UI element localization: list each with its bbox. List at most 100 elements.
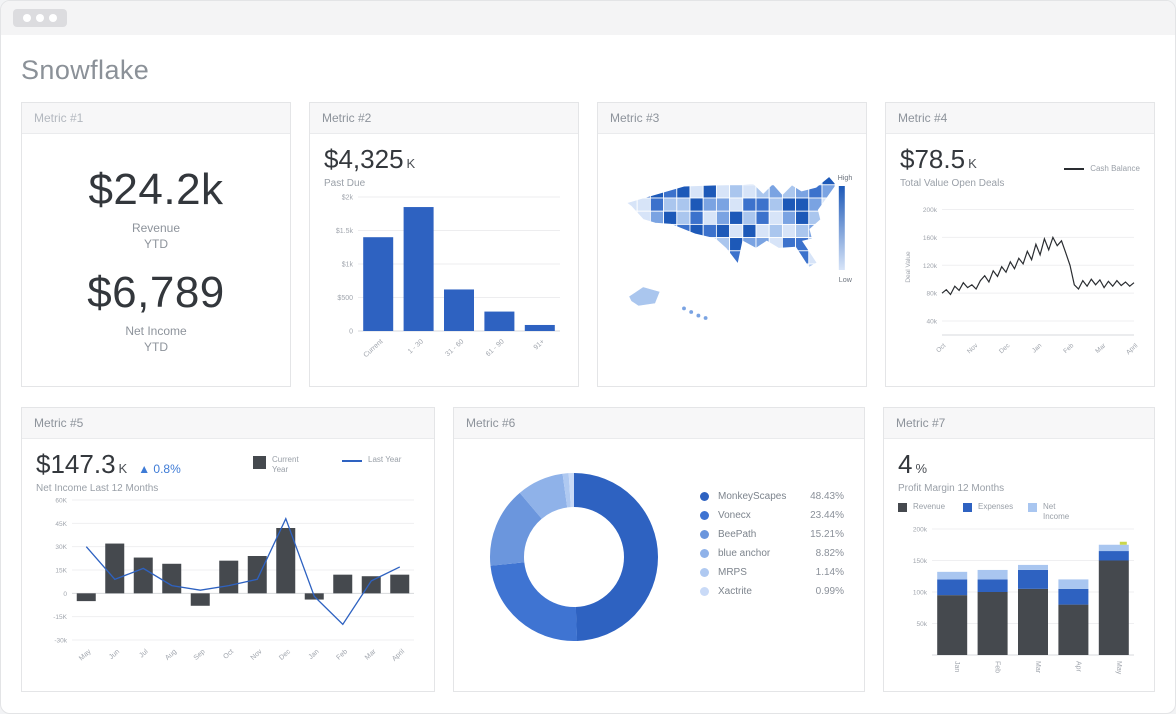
legend-value: 0.99% [815, 586, 844, 597]
card-metric-2-title: Metric #2 [310, 103, 578, 134]
open-deals-kpi: $78.5 K Total Value Open Deals [900, 144, 1004, 189]
card-metric-1[interactable]: Metric #1 $24.2k Revenue YTD $6,789 Net … [21, 102, 291, 387]
card-metric-5-title: Metric #5 [22, 408, 434, 439]
svg-text:40k: 40k [927, 319, 938, 326]
svg-text:Jan: Jan [1031, 342, 1044, 354]
window-titlebar [1, 1, 1175, 35]
window-control-dot[interactable] [23, 14, 31, 22]
stat-label: Net Income YTD [87, 323, 225, 355]
svg-text:50k: 50k [917, 621, 928, 628]
donut-legend-item: Vonecx 23.44% [700, 510, 844, 521]
svg-text:Feb: Feb [994, 661, 1001, 673]
customers-donut-chart [490, 473, 658, 641]
card-metric-3-body: High Low [598, 134, 866, 336]
kpi-label: Net Income Last 12 Months [36, 483, 159, 494]
svg-text:60K: 60K [55, 498, 67, 505]
kpi-label: Total Value Open Deals [900, 178, 1005, 189]
svg-text:200k: 200k [923, 207, 938, 214]
card-metric-4-title: Metric #4 [886, 103, 1154, 134]
last-year-legend: Last Year [342, 455, 410, 476]
legend-value: 15.21% [810, 529, 844, 540]
card-metric-3[interactable]: Metric #3 High Low [597, 102, 867, 387]
kpi-delta-badge: ▲ 0.8% [138, 462, 181, 476]
kpi-value: $4,325 [324, 144, 404, 174]
cash-balance-line-chart: 200k 160k 120k 80k 40k Deal Value Oct Nov Dec Jan… [905, 207, 1140, 356]
svg-text:160k: 160k [923, 235, 938, 242]
card-metric-6[interactable]: Metric #6 MonkeyScapes 48.43% Vonecx 23.44%… [453, 407, 865, 692]
svg-text:Jun: Jun [108, 648, 121, 661]
legend-swatch-icon [253, 456, 266, 469]
legend-label: BeePath [718, 529, 757, 540]
legend-value: 1.14% [815, 567, 844, 578]
svg-text:Aug: Aug [164, 648, 178, 662]
svg-text:-30k: -30k [54, 638, 67, 645]
legend-swatch-icon [963, 503, 972, 512]
svg-text:150k: 150k [913, 558, 928, 565]
legend-label: blue anchor [718, 548, 771, 559]
card-metric-5[interactable]: Metric #5 $147.3 K ▲ 0.8% Net Income Las… [21, 407, 435, 692]
svg-text:Jan: Jan [308, 648, 321, 661]
svg-text:15K: 15K [55, 568, 67, 575]
svg-text:Nov: Nov [966, 342, 980, 355]
stat-label: Revenue YTD [88, 220, 223, 252]
page-title: Snowflake [21, 55, 150, 85]
open-deals-kpi-row: $78.5 K Total Value Open Deals Cash Bala… [900, 144, 1140, 189]
legend-value: 8.82% [815, 548, 844, 559]
stat-sublabel-line: YTD [143, 236, 168, 251]
card-metric-2-body: $4,325 K Past Due $2k $1.5k $1k $500 0 Curren… [310, 134, 578, 386]
svg-text:45K: 45K [55, 521, 67, 528]
donut-legend-item: MRPS 1.14% [700, 567, 844, 578]
svg-text:Oct: Oct [935, 342, 947, 354]
legend-dot-icon [700, 587, 709, 596]
legend-label: MRPS [718, 567, 747, 578]
svg-text:Oct: Oct [222, 648, 235, 661]
svg-text:Nov: Nov [250, 648, 264, 662]
svg-text:100k: 100k [913, 589, 928, 596]
card-metric-2[interactable]: Metric #2 $4,325 K Past Due $2k $1.5k $1k $… [309, 102, 579, 387]
card-metric-1-title: Metric #1 [22, 103, 290, 134]
svg-text:$1k: $1k [342, 262, 354, 269]
donut-legend: MonkeyScapes 48.43% Vonecx 23.44% BeePath 15.… [700, 491, 844, 597]
svg-text:120k: 120k [923, 263, 938, 270]
legend-swatch-icon [898, 503, 907, 512]
svg-text:Deal Value: Deal Value [905, 251, 912, 283]
window-control-dot[interactable] [36, 14, 44, 22]
dashboard-row-2: Metric #5 $147.3 K ▲ 0.8% Net Income Las… [1, 407, 1175, 692]
svg-text:-15K: -15K [53, 614, 67, 621]
kpi-value: $78.5 [900, 144, 966, 174]
legend-dot-icon [700, 568, 709, 577]
svg-text:April: April [391, 648, 406, 663]
svg-text:91+: 91+ [533, 338, 547, 351]
svg-text:Mar: Mar [1034, 661, 1041, 674]
donut-legend-item: Xactrite 0.99% [700, 586, 844, 597]
card-metric-4-body: $78.5 K Total Value Open Deals Cash Bala… [886, 134, 1154, 386]
card-metric-6-title: Metric #6 [454, 408, 864, 439]
cash-balance-legend: Cash Balance [1064, 164, 1140, 173]
svg-text:80k: 80k [927, 291, 938, 298]
svg-text:Feb: Feb [1062, 342, 1075, 355]
legend-swatch-icon [1028, 503, 1037, 512]
kpi-suffix: K [406, 156, 416, 171]
kpi-suffix: K [118, 461, 128, 476]
legend-dot-icon [700, 492, 709, 501]
svg-text:Dec: Dec [278, 648, 292, 662]
combo-chart-legend: Current Year Last Year [253, 455, 410, 476]
stat-label-line: Revenue [131, 220, 181, 235]
window-controls[interactable] [13, 9, 67, 27]
us-choropleth-map: High Low [625, 173, 852, 320]
net-income-ytd-value: $6,789 [87, 268, 225, 317]
window-control-dot[interactable] [49, 14, 57, 22]
legend-dot-icon [700, 549, 709, 558]
legend-dot-icon [700, 530, 709, 539]
dashboard-row-1: Metric #1 $24.2k Revenue YTD $6,789 Net … [1, 102, 1175, 387]
svg-text:May: May [1115, 661, 1122, 675]
current-year-legend: Current Year [253, 455, 314, 476]
kpi-suffix: K [968, 156, 977, 171]
card-metric-4[interactable]: Metric #4 $78.5 K Total Value Open Deals [885, 102, 1155, 387]
past-due-kpi: $4,325 K [324, 144, 564, 175]
svg-text:$500: $500 [337, 295, 353, 302]
stat-sublabel-line: YTD [143, 340, 168, 355]
card-metric-7[interactable]: Metric #7 4 % Profit Margin 12 Months Re… [883, 407, 1155, 692]
kpi-value: 4 [898, 449, 913, 479]
